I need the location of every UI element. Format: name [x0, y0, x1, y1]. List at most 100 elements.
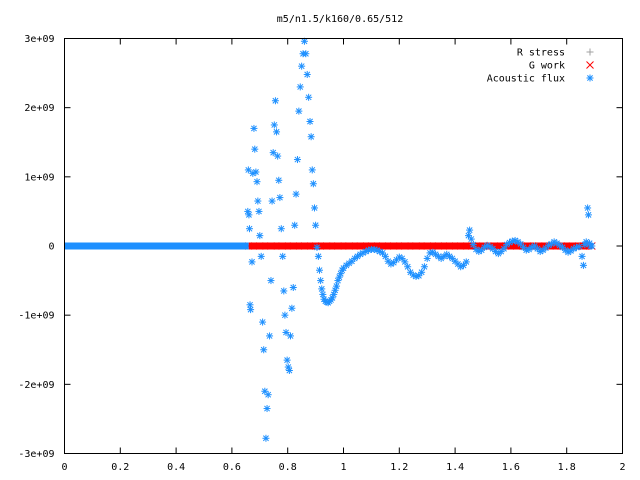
point-acoustic-flux	[423, 254, 431, 262]
point-acoustic-flux	[308, 166, 316, 174]
point-acoustic-flux	[275, 176, 283, 184]
point-acoustic-flux	[310, 204, 318, 212]
point-acoustic-flux	[252, 168, 260, 176]
y-tick-label: 2e+09	[24, 103, 54, 114]
point-acoustic-flux	[318, 285, 326, 293]
point-acoustic-flux	[246, 301, 254, 309]
point-g-work	[434, 242, 443, 250]
point-acoustic-flux	[314, 252, 322, 260]
point-g-work	[345, 242, 353, 250]
point-acoustic-flux	[279, 252, 287, 260]
point-acoustic-flux	[302, 50, 310, 58]
x-tick-label: 0	[61, 462, 67, 473]
x-tick-label: 1.4	[446, 462, 464, 473]
point-acoustic-flux	[307, 133, 315, 141]
point-acoustic-flux	[263, 405, 271, 413]
point-acoustic-flux	[313, 243, 321, 251]
point-acoustic-flux	[248, 258, 256, 266]
legend: R stress G work Acoustic flux	[487, 48, 594, 85]
point-acoustic-flux	[257, 252, 265, 260]
y-tick-label: 3e+09	[24, 34, 54, 45]
chart-title: m5/n1.5/k160/0.65/512	[277, 14, 403, 25]
point-acoustic-flux	[273, 128, 281, 136]
point-acoustic-flux	[289, 284, 297, 291]
x-tick-label: 0.6	[223, 462, 241, 473]
point-g-work	[412, 242, 420, 250]
point-acoustic-flux	[264, 391, 272, 399]
y-tick-label: 0	[48, 242, 54, 253]
point-g-work	[267, 242, 275, 250]
point-acoustic-flux	[404, 263, 412, 271]
point-acoustic-flux	[312, 221, 320, 229]
point-acoustic-flux	[292, 190, 300, 198]
point-acoustic-flux	[317, 277, 325, 285]
series-acoustic-flux	[64, 37, 596, 442]
x-tick-labels: 0 0.2 0.4 0.6 0.8 1 1.2 1.4 1.6 1.8 2	[61, 462, 625, 473]
legend-label: R stress	[517, 48, 565, 59]
point-acoustic-flux	[250, 124, 258, 132]
point-acoustic-flux	[267, 277, 275, 285]
point-g-work	[334, 242, 342, 250]
x-tick-label: 1	[340, 462, 346, 473]
point-acoustic-flux	[283, 356, 291, 364]
point-acoustic-flux	[247, 306, 255, 314]
y-tick-labels: -3e+09 -2e+09 -1e+09 0 1e+09 2e+09 3e+09	[18, 34, 54, 460]
point-acoustic-flux	[266, 332, 274, 340]
x-tick-label: 2	[619, 462, 625, 473]
point-g-work	[423, 242, 432, 250]
point-acoustic-flux	[333, 282, 341, 290]
point-acoustic-flux	[259, 318, 267, 326]
point-acoustic-flux	[282, 328, 290, 336]
point-acoustic-flux	[298, 62, 306, 70]
point-acoustic-flux	[500, 245, 508, 253]
point-acoustic-flux	[274, 152, 282, 160]
x-tick-label: 1.6	[502, 462, 520, 473]
acoustic-flux-zero-band	[64, 242, 249, 250]
point-acoustic-flux	[584, 211, 592, 219]
point-acoustic-flux	[296, 83, 304, 91]
point-acoustic-flux	[295, 107, 303, 115]
point-acoustic-flux	[306, 118, 314, 125]
x-tick-label: 1.8	[558, 462, 576, 473]
legend-label: Acoustic flux	[487, 74, 565, 85]
point-acoustic-flux	[418, 268, 426, 276]
point-g-work	[289, 242, 298, 250]
point-acoustic-flux	[285, 367, 293, 374]
y-tick-label: -2e+09	[18, 380, 54, 391]
point-acoustic-flux	[462, 258, 470, 266]
legend-label: G work	[529, 61, 565, 72]
point-acoustic-flux	[251, 145, 259, 153]
y-tick-label: -1e+09	[18, 311, 54, 322]
point-acoustic-flux	[309, 180, 317, 188]
point-acoustic-flux	[401, 258, 409, 266]
point-g-work	[445, 242, 454, 250]
point-acoustic-flux	[255, 207, 263, 215]
point-acoustic-flux	[578, 252, 586, 260]
point-acoustic-flux	[271, 97, 279, 105]
point-acoustic-flux	[288, 304, 296, 312]
point-acoustic-flux	[579, 261, 587, 269]
point-acoustic-flux	[293, 156, 301, 164]
y-tick-label: -3e+09	[18, 449, 54, 460]
point-acoustic-flux	[588, 242, 596, 250]
point-acoustic-flux	[467, 235, 475, 243]
x-tick-label: 0.4	[167, 462, 185, 473]
point-acoustic-flux	[280, 287, 288, 295]
plot-frame	[64, 38, 623, 454]
point-acoustic-flux	[286, 332, 294, 340]
legend-marker	[586, 74, 594, 82]
point-acoustic-flux	[276, 194, 284, 202]
point-g-work	[389, 242, 398, 250]
x-tick-label: 0.2	[111, 462, 129, 473]
plot-data	[64, 37, 596, 442]
point-g-work	[278, 242, 286, 250]
point-acoustic-flux	[584, 204, 592, 212]
point-acoustic-flux	[256, 232, 264, 240]
x-tick-label: 0.8	[279, 462, 297, 473]
point-acoustic-flux	[245, 225, 253, 233]
g-work-band	[248, 242, 592, 250]
point-g-work	[456, 242, 465, 250]
point-g-work	[255, 242, 264, 250]
point-g-work	[322, 242, 331, 250]
